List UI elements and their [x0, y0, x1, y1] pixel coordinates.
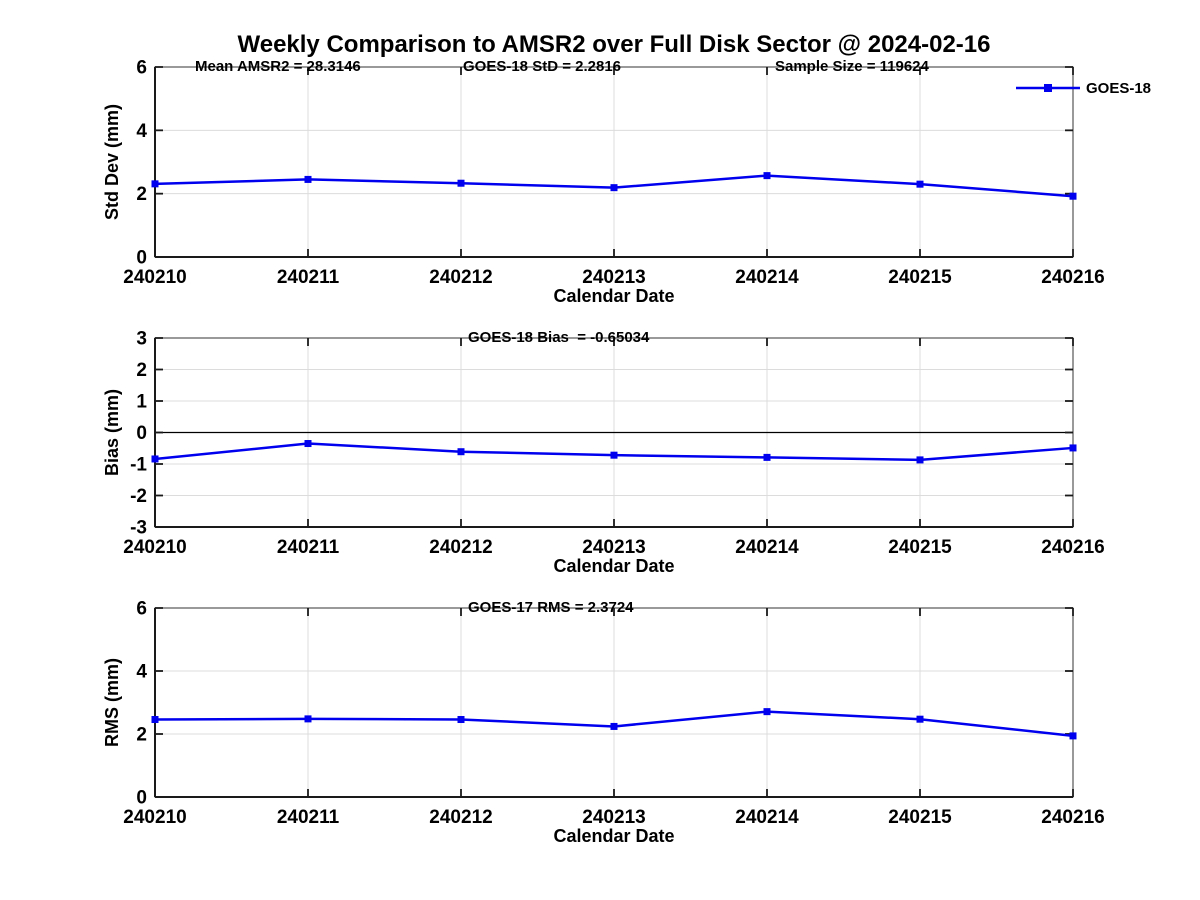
- data-point-marker: [610, 184, 618, 192]
- rms-subplot: 240210 240211 240212 240213 240214 240215 2402…: [102, 599, 1105, 847]
- x-tick-label: 240215: [888, 807, 952, 828]
- data-point-marker: [763, 453, 771, 461]
- series-markers: [151, 172, 1077, 200]
- annotation-text: GOES-18 StD = 2.2816: [463, 58, 621, 75]
- x-tick-label: 240214: [735, 807, 799, 828]
- y-axis-label: RMS (mm): [102, 658, 122, 747]
- annotation-text: Sample Size = 119624: [775, 58, 930, 75]
- tick-marks: [154, 337, 1074, 528]
- annotations: GOES-17 RMS = 2.3724: [468, 599, 634, 616]
- x-tick-label: 240210: [123, 267, 186, 288]
- x-tick-label: 240212: [429, 807, 492, 828]
- x-tick-label: 240212: [429, 537, 492, 558]
- data-point-marker: [1069, 192, 1077, 200]
- data-point-marker: [916, 456, 924, 464]
- x-tick-label: 240215: [888, 537, 952, 558]
- x-tick-label: 240211: [277, 267, 340, 288]
- x-axis-label: Calendar Date: [553, 556, 674, 576]
- y-tick-label: 6: [136, 58, 147, 79]
- figure-title: Weekly Comparison to AMSR2 over Full Dis…: [237, 31, 991, 58]
- data-point-marker: [457, 179, 465, 187]
- data-point-marker: [457, 448, 465, 456]
- y-tick-label: -2: [130, 486, 147, 507]
- y-tick-label: 1: [136, 392, 147, 413]
- x-tick-label: 240215: [888, 267, 952, 288]
- series-markers: [151, 708, 1077, 740]
- legend: GOES-18: [1016, 80, 1151, 97]
- std-dev-subplot: 240210 240211 240212 240213 240214 240215 2402…: [102, 58, 1151, 307]
- tick-marks: [154, 66, 1074, 258]
- x-tick-label: 240213: [582, 267, 645, 288]
- y-tick-label: 6: [136, 599, 147, 620]
- data-point-marker: [916, 180, 924, 188]
- annotations: GOES-18 Bias = -0.65034: [468, 329, 650, 346]
- y-tick-label: 2: [136, 725, 147, 746]
- legend-marker-icon: [1044, 84, 1052, 92]
- x-tick-labels: 240210 240211 240212 240213 240214 240215 2402…: [123, 807, 1104, 828]
- y-tick-label: 2: [136, 184, 147, 205]
- x-tick-label: 240214: [735, 267, 799, 288]
- data-point-marker: [304, 440, 312, 448]
- x-tick-label: 240212: [429, 267, 492, 288]
- x-tick-label: 240216: [1041, 537, 1104, 558]
- legend-label: GOES-18: [1086, 80, 1151, 97]
- annotation-text: Mean AMSR2 = 28.3146: [195, 58, 361, 75]
- x-tick-label: 240211: [277, 537, 340, 558]
- x-tick-label: 240213: [582, 807, 645, 828]
- y-tick-label: -1: [130, 455, 147, 476]
- data-point-marker: [151, 180, 159, 188]
- y-tick-label: 0: [136, 788, 147, 809]
- annotation-text: GOES-18 Bias = -0.65034: [468, 329, 650, 346]
- x-tick-label: 240213: [582, 537, 645, 558]
- data-point-marker: [610, 451, 618, 459]
- x-tick-label: 240216: [1041, 807, 1104, 828]
- tick-marks: [154, 607, 1074, 798]
- data-point-marker: [763, 172, 771, 180]
- data-point-marker: [151, 716, 159, 724]
- x-tick-labels: 240210 240211 240212 240213 240214 240215 2402…: [123, 537, 1104, 558]
- series-markers: [151, 440, 1077, 464]
- x-tick-label: 240211: [277, 807, 340, 828]
- x-tick-label: 240210: [123, 537, 186, 558]
- data-point-marker: [1069, 732, 1077, 740]
- gridlines: [154, 607, 1074, 798]
- annotation-text: GOES-17 RMS = 2.3724: [468, 599, 634, 616]
- x-axis-label: Calendar Date: [553, 286, 674, 306]
- data-point-marker: [1069, 444, 1077, 452]
- y-tick-label: 2: [136, 360, 147, 381]
- gridlines: [154, 66, 1074, 258]
- data-point-marker: [457, 716, 465, 724]
- y-tick-labels: 0 2 4 6: [136, 599, 147, 809]
- bias-subplot: 240210 240211 240212 240213 240214 240215 2402…: [102, 329, 1105, 577]
- y-axis-label: Std Dev (mm): [102, 104, 122, 220]
- data-point-marker: [916, 715, 924, 723]
- y-tick-label: 4: [136, 662, 147, 683]
- x-axis-label: Calendar Date: [553, 826, 674, 846]
- data-point-marker: [151, 455, 159, 463]
- y-tick-label: -3: [130, 518, 147, 539]
- y-tick-label: 0: [136, 423, 147, 444]
- data-point-marker: [763, 708, 771, 716]
- y-tick-label: 3: [136, 329, 147, 350]
- annotations: Mean AMSR2 = 28.3146 GOES-18 StD = 2.2816…: [195, 58, 930, 75]
- x-tick-label: 240216: [1041, 267, 1104, 288]
- y-tick-label: 0: [136, 248, 147, 269]
- y-tick-labels: 0 2 4 6: [136, 58, 147, 269]
- y-axis-label: Bias (mm): [102, 389, 122, 476]
- y-tick-label: 4: [136, 121, 147, 142]
- data-point-marker: [304, 175, 312, 183]
- y-tick-labels: -3 -2 -1 0 1 2 3: [130, 329, 147, 539]
- x-tick-labels: 240210 240211 240212 240213 240214 240215 2402…: [123, 267, 1104, 288]
- x-tick-label: 240210: [123, 807, 186, 828]
- x-tick-label: 240214: [735, 537, 799, 558]
- data-point-marker: [304, 715, 312, 723]
- data-point-marker: [610, 722, 618, 730]
